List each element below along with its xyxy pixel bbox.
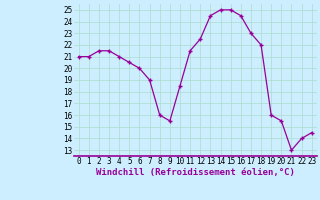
X-axis label: Windchill (Refroidissement éolien,°C): Windchill (Refroidissement éolien,°C) [96, 168, 295, 177]
